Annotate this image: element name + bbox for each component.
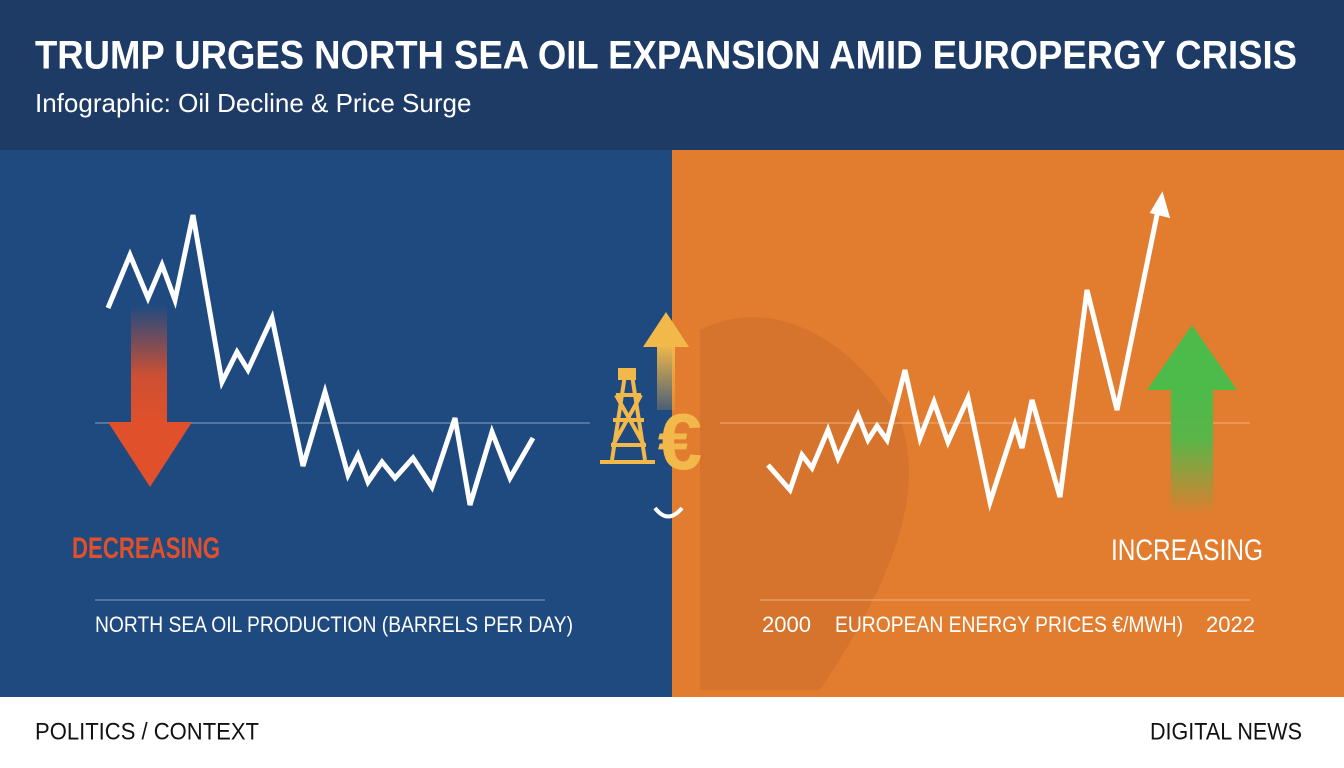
- production-line: [105, 214, 536, 506]
- subtitle: Infographic: Oil Decline & Price Surge: [35, 88, 471, 118]
- footer-brand: DIGITAL NEWS: [1150, 718, 1302, 745]
- chart-caption: EUROPEAN ENERGY PRICES €/MWH): [835, 612, 1183, 637]
- price-arrow-head: [1149, 191, 1171, 219]
- trend-label: DECREASING: [72, 532, 220, 565]
- price-line: [766, 209, 1161, 512]
- decrease-arrow-head: [108, 422, 192, 487]
- gold-arrow-shaft: [657, 345, 675, 410]
- header-band: [0, 0, 1344, 150]
- title: TRUMP URGES NORTH SEA OIL EXPANSION AMID…: [35, 34, 1297, 78]
- map-shape: [700, 317, 909, 690]
- icon-mark: [653, 506, 684, 519]
- footer-band: [0, 697, 1344, 768]
- start-year: 2000: [762, 612, 811, 637]
- trend-label: INCREASING: [1111, 534, 1263, 567]
- gold-arrow-head: [643, 312, 689, 347]
- increase-arrow-head: [1147, 325, 1237, 390]
- footer-section: POLITICS / CONTEXT: [35, 718, 259, 745]
- increase-arrow-shaft: [1171, 389, 1213, 516]
- euro-symbol: €: [658, 397, 703, 486]
- oil-derrick-icon: [600, 368, 655, 464]
- chart-caption: NORTH SEA OIL PRODUCTION (BARRELS PER DA…: [95, 612, 573, 637]
- decrease-arrow-shaft: [131, 305, 167, 423]
- end-year: 2022: [1206, 612, 1255, 637]
